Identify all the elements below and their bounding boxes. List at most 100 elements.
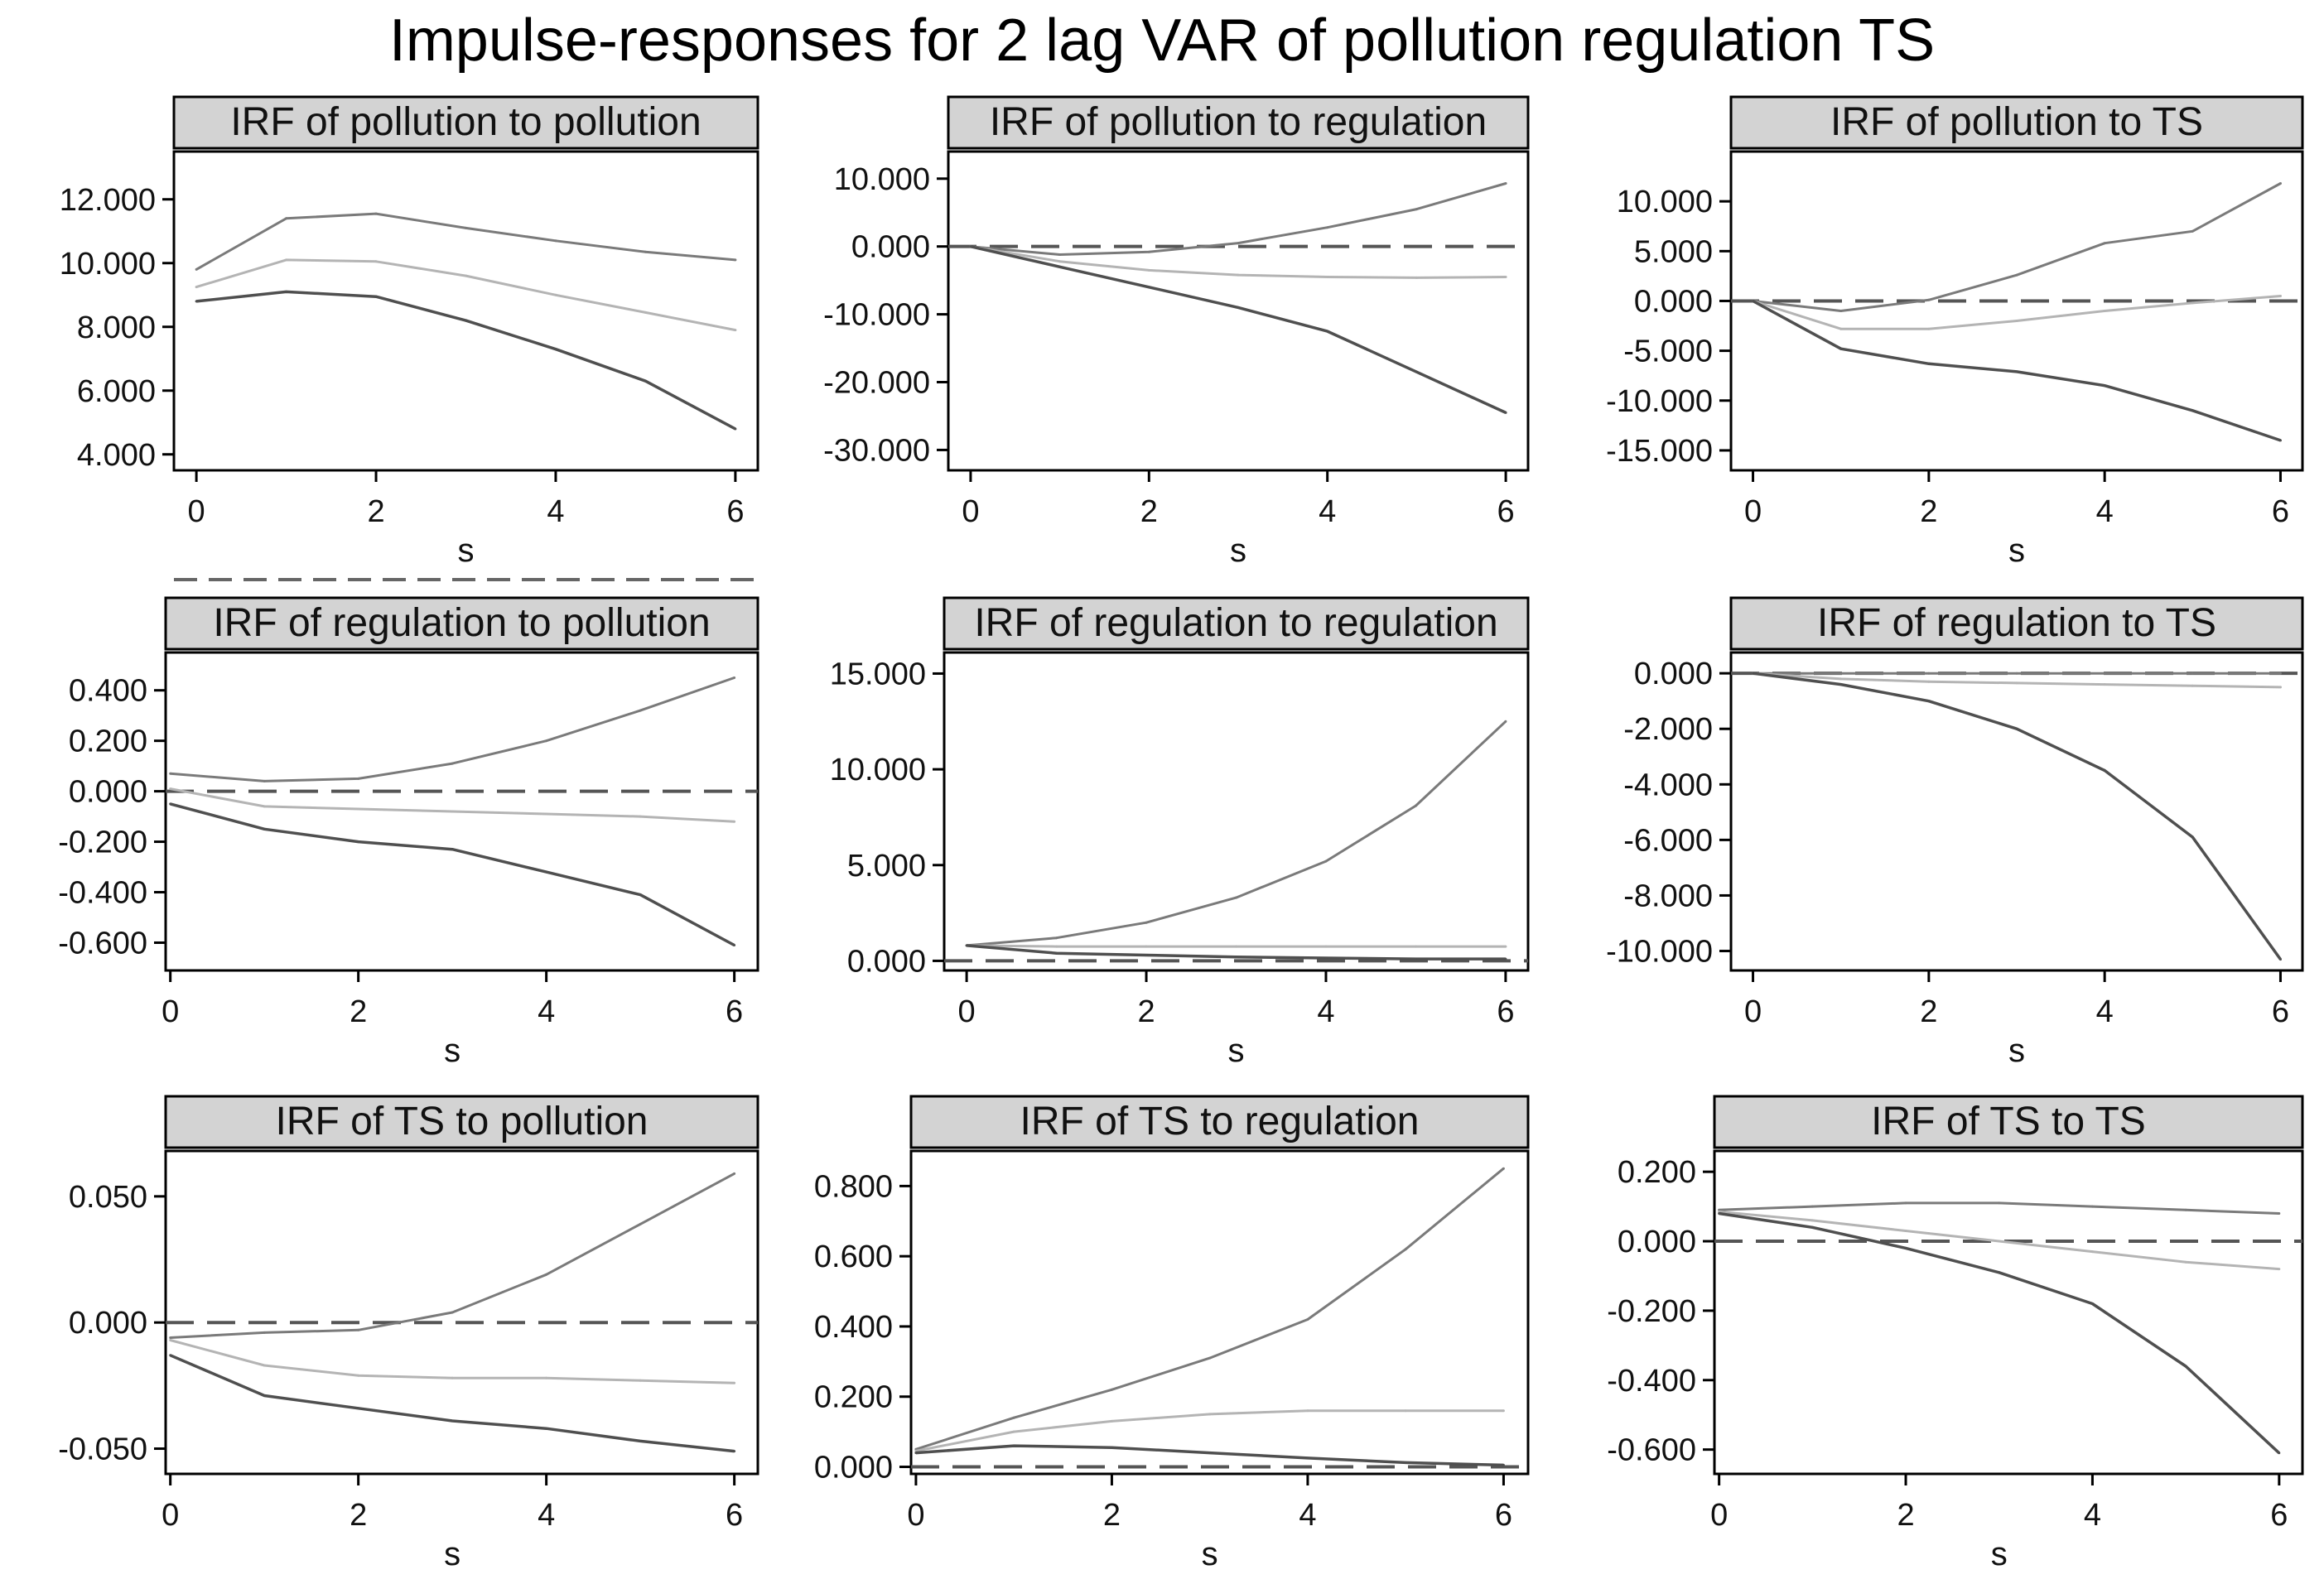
x-tick-label: 6 (726, 994, 743, 1029)
x-axis-title: s (2008, 532, 2025, 569)
data-point-upper (263, 779, 266, 782)
series-line-upper (170, 676, 735, 782)
data-point-irf (357, 807, 360, 811)
data-point-irf (1055, 945, 1058, 948)
data-point-lower (285, 290, 288, 293)
x-tick-label: 6 (1497, 994, 1514, 1029)
panel-title: IRF of pollution to TS (1830, 100, 2203, 144)
data-point-lower (1502, 1463, 1505, 1466)
irf-panel-2: IRF of pollution to regulation -30.000 -20… (823, 95, 1530, 569)
series-line-upper (915, 1168, 1505, 1451)
x-axis-title: s (2008, 1033, 2025, 1069)
x-tick-label: 4 (2096, 494, 2114, 529)
data-point-irf (1110, 1419, 1113, 1423)
data-point-upper (1326, 226, 1329, 229)
y-tick-label: -5.000 (1623, 335, 1713, 369)
series-line-lower (1753, 672, 2282, 961)
x-tick-label: 6 (1495, 1498, 1512, 1533)
data-point-upper (2278, 1212, 2281, 1215)
data-point-irf (1811, 1219, 1814, 1222)
x-tick-label: 4 (1319, 494, 1336, 529)
data-point-lower (1998, 1271, 2001, 1274)
y-tick-label: 0.000 (847, 944, 926, 979)
data-point-irf (2191, 301, 2194, 305)
data-point-lower (1306, 1456, 1309, 1460)
x-tick-label: 0 (162, 1498, 179, 1533)
x-axis-title: s (1202, 1536, 1218, 1572)
data-point-upper (734, 258, 737, 262)
data-point-upper (545, 1273, 548, 1276)
y-tick-label: -0.400 (1607, 1364, 1696, 1399)
panel-header (1729, 95, 2304, 150)
data-point-irf (451, 810, 454, 813)
data-point-upper (733, 676, 736, 679)
data-point-upper (1415, 208, 1418, 211)
panel-header (947, 95, 1530, 150)
data-point-irf (2103, 310, 2106, 312)
data-point-irf (263, 805, 266, 808)
panel-title: IRF of regulation to regulation (974, 601, 1497, 645)
data-point-upper (644, 250, 647, 253)
data-point-lower (1718, 1212, 1721, 1215)
data-point-upper (1839, 310, 1843, 312)
y-tick-label: 10.000 (60, 247, 156, 282)
x-tick-label: 0 (1744, 994, 1762, 1029)
data-point-upper (357, 777, 360, 780)
series-line-lower (170, 1354, 735, 1453)
data-point-lower (639, 893, 642, 897)
plot-frame (164, 651, 759, 972)
x-tick-label: 0 (907, 1498, 924, 1533)
data-point-upper (2090, 1205, 2094, 1208)
data-point-lower (2279, 439, 2282, 442)
x-tick-label: 4 (538, 1498, 555, 1533)
data-point-upper (451, 1311, 454, 1314)
data-point-irf (2015, 681, 2018, 685)
data-point-lower (451, 848, 454, 851)
y-tick-label: -0.200 (1607, 1294, 1696, 1329)
data-point-lower (1752, 672, 1754, 675)
data-point-upper (1504, 720, 1507, 723)
y-tick-label: 0.400 (814, 1310, 893, 1345)
y-tick-label: -8.000 (1623, 879, 1713, 913)
data-point-upper (2191, 672, 2194, 675)
y-tick-label: 5.000 (847, 849, 926, 883)
series-line-irf (915, 1409, 1504, 1452)
data-point-irf (1839, 327, 1843, 330)
data-point-irf (733, 1381, 736, 1384)
data-point-upper (1110, 1388, 1113, 1391)
data-point-lower (357, 1407, 360, 1410)
data-point-irf (1235, 945, 1237, 948)
data-point-irf (1504, 945, 1507, 948)
y-tick-label: -0.400 (58, 876, 147, 911)
data-point-irf (1326, 276, 1329, 278)
x-tick-label: 6 (1497, 494, 1515, 529)
data-point-irf (1414, 945, 1417, 948)
plot-frame (172, 150, 759, 472)
y-tick-label: -0.600 (58, 926, 147, 961)
data-point-lower (374, 295, 378, 298)
x-tick-label: 4 (2084, 1498, 2101, 1533)
data-point-upper (1504, 182, 1507, 185)
data-point-upper (2015, 273, 2018, 277)
panel-header (1729, 596, 2304, 651)
plot-frame (947, 150, 1530, 472)
y-tick-label: 0.000 (69, 1306, 147, 1341)
data-point-lower (1058, 265, 1062, 268)
x-tick-label: 0 (188, 494, 205, 529)
data-point-lower (545, 870, 548, 874)
irf-panel-6: IRF of regulation to TS -10.000 -8.000 -6.0… (1606, 596, 2304, 1069)
irf-panel-8: IRF of TS to regulation 0.000 0.200 0.400 0.… (814, 1095, 1530, 1572)
data-point-upper (2103, 242, 2106, 245)
x-tick-label: 2 (1137, 994, 1155, 1029)
y-tick-label: 0.000 (851, 230, 930, 265)
data-point-lower (969, 245, 972, 248)
data-point-lower (451, 1419, 454, 1423)
data-point-lower (1904, 1246, 1907, 1249)
panel-title: IRF of regulation to TS (1817, 601, 2216, 645)
data-point-irf (545, 1376, 548, 1379)
y-tick-label: -4.000 (1623, 768, 1713, 802)
y-tick-label: 8.000 (77, 311, 156, 345)
data-point-lower (733, 944, 736, 946)
x-tick-label: 2 (350, 994, 367, 1029)
data-point-irf (2015, 320, 2018, 322)
